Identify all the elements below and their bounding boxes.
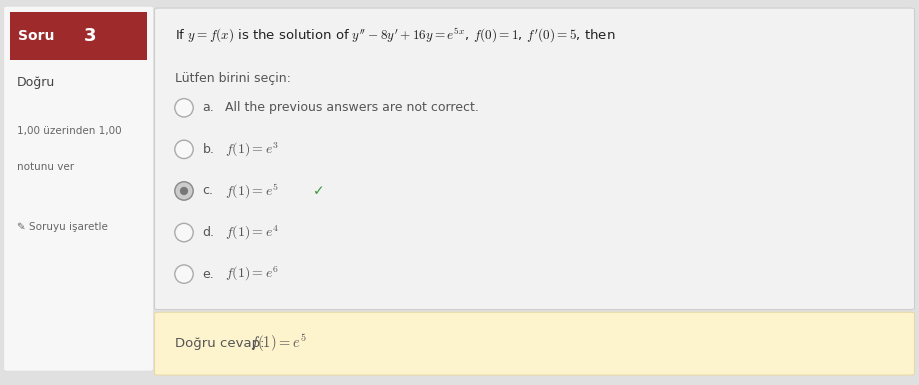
Text: 3: 3 — [84, 27, 96, 45]
FancyBboxPatch shape — [10, 12, 147, 60]
Text: ✎ Soruyu işaretle: ✎ Soruyu işaretle — [17, 222, 108, 232]
Text: $f(1) = e^4$: $f(1) = e^4$ — [225, 223, 279, 242]
Ellipse shape — [180, 187, 187, 195]
Text: a.: a. — [202, 101, 214, 114]
Text: $f(1) = e^5$: $f(1) = e^5$ — [250, 333, 306, 354]
Text: b.: b. — [202, 143, 214, 156]
Text: $f(1) = e^6$: $f(1) = e^6$ — [225, 265, 279, 283]
Ellipse shape — [175, 140, 193, 159]
Text: $f(1) = e^5$: $f(1) = e^5$ — [225, 181, 279, 201]
FancyBboxPatch shape — [154, 312, 913, 375]
Text: notunu ver: notunu ver — [17, 162, 74, 172]
Text: Lütfen birini seçin:: Lütfen birini seçin: — [175, 72, 290, 85]
Ellipse shape — [175, 99, 193, 117]
Text: Doğru cevap:: Doğru cevap: — [175, 337, 268, 350]
Text: ✓: ✓ — [312, 184, 324, 198]
Text: Doğru: Doğru — [17, 76, 55, 89]
Text: e.: e. — [202, 268, 214, 281]
Text: Soru: Soru — [18, 29, 60, 43]
Text: All the previous answers are not correct.: All the previous answers are not correct… — [225, 101, 479, 114]
Text: If $y = f(x)$ is the solution of $y'' - 8y' + 16y = e^{5x}$, $f(0) = 1$, $f'(0) : If $y = f(x)$ is the solution of $y'' - … — [175, 25, 615, 44]
FancyBboxPatch shape — [4, 6, 153, 371]
Text: d.: d. — [202, 226, 214, 239]
FancyBboxPatch shape — [154, 8, 913, 310]
Ellipse shape — [175, 182, 193, 200]
Text: c.: c. — [202, 184, 213, 198]
Text: $f(1) = e^3$: $f(1) = e^3$ — [225, 140, 279, 159]
Ellipse shape — [175, 223, 193, 242]
Ellipse shape — [175, 265, 193, 283]
Text: 1,00 üzerinden 1,00: 1,00 üzerinden 1,00 — [17, 126, 121, 136]
